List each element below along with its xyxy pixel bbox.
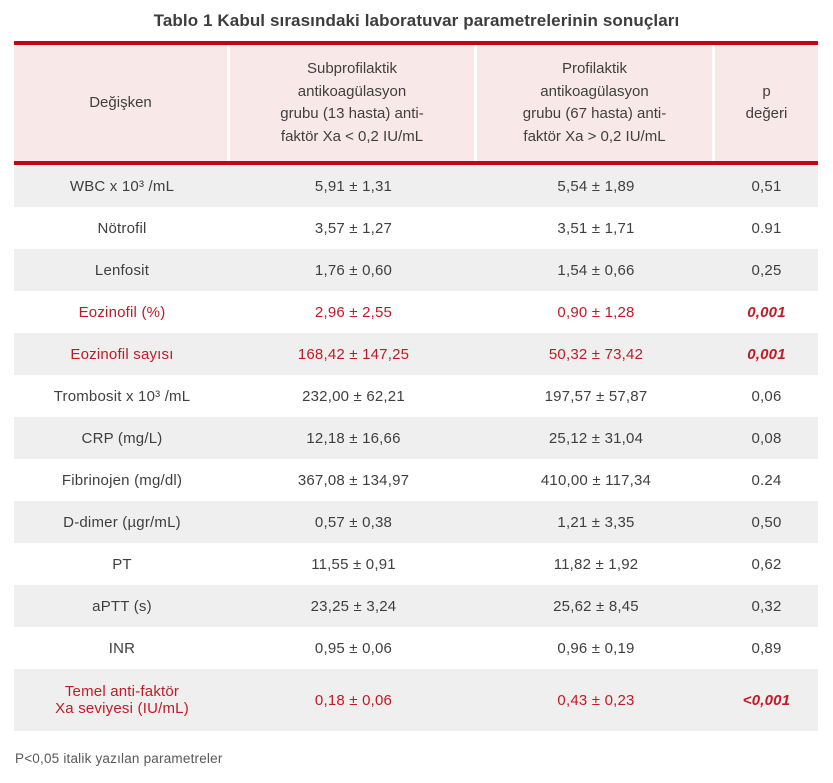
- p-value: 0.91: [751, 219, 782, 237]
- prophylactic-value: 1,54 ± 0,66: [557, 261, 635, 279]
- prophylactic-value: 0,96 ± 0,19: [557, 639, 635, 657]
- lab-results-table: Değişken Subprofilaktik antikoagülasyon …: [14, 41, 818, 731]
- p-value: 0,89: [751, 639, 782, 657]
- p-value: 0,50: [751, 513, 782, 531]
- table-footnote: P<0,05 italik yazılan parametreler: [15, 751, 223, 766]
- table-row-trombosit: Trombosit x 10³ /mL 232,00 ± 62,21 197,5…: [14, 375, 818, 417]
- prophylactic-value: 0,43 ± 0,23: [557, 691, 635, 709]
- subprophylactic-value: 168,42 ± 147,25: [297, 345, 410, 363]
- table-body: WBC x 10³ /mL 5,91 ± 1,31 5,54 ± 1,89 0,…: [14, 165, 818, 731]
- row-label: CRP (mg/L): [81, 429, 163, 447]
- prophylactic-value: 5,54 ± 1,89: [557, 177, 635, 195]
- row-label: WBC x 10³ /mL: [69, 177, 175, 195]
- table-row-lenfosit: Lenfosit 1,76 ± 0,60 1,54 ± 0,66 0,25: [14, 249, 818, 291]
- row-label: INR: [108, 639, 136, 657]
- prophylactic-value: 3,51 ± 1,71: [557, 219, 635, 237]
- table-row-fibrinojen: Fibrinojen (mg/dl) 367,08 ± 134,97 410,0…: [14, 459, 818, 501]
- subprophylactic-value: 2,96 ± 2,55: [314, 303, 393, 321]
- row-label: Trombosit x 10³ /mL: [53, 387, 191, 405]
- p-value: 0,06: [751, 387, 782, 405]
- table-row-anti-faktor-xa: Temel anti-faktör Xa seviyesi (IU/mL) 0,…: [14, 669, 818, 731]
- header-p-value: p değeri: [745, 82, 788, 123]
- table-top-border: [14, 41, 818, 45]
- prophylactic-value: 25,62 ± 8,45: [553, 597, 639, 615]
- subprophylactic-value: 12,18 ± 16,66: [306, 429, 401, 447]
- header-subprophylactic-group: Subprofilaktik antikoagülasyon grubu (13…: [230, 45, 477, 161]
- p-value: 0,32: [751, 597, 782, 615]
- table-row-aptt: aPTT (s) 23,25 ± 3,24 25,62 ± 8,45 0,32: [14, 585, 818, 627]
- row-label: Temel anti-faktör Xa seviyesi (IU/mL): [55, 683, 189, 717]
- subprophylactic-value: 367,08 ± 134,97: [297, 471, 410, 489]
- p-value: 0,001: [747, 345, 786, 363]
- subprophylactic-value: 0,95 ± 0,06: [314, 639, 393, 657]
- table-row-notrofil: Nötrofil 3,57 ± 1,27 3,51 ± 1,71 0.91: [14, 207, 818, 249]
- p-value: 0,001: [747, 303, 786, 321]
- prophylactic-value: 11,82 ± 1,92: [553, 555, 639, 573]
- p-value: 0,08: [751, 429, 782, 447]
- prophylactic-value: 197,57 ± 57,87: [544, 387, 648, 405]
- table-row-eozinofil-pct: Eozinofil (%) 2,96 ± 2,55 0,90 ± 1,28 0,…: [14, 291, 818, 333]
- p-value: <0,001: [742, 691, 791, 709]
- prophylactic-value: 1,21 ± 3,35: [557, 513, 635, 531]
- row-label: aPTT (s): [92, 597, 152, 615]
- row-label: PT: [112, 555, 132, 573]
- p-value: 0,62: [751, 555, 782, 573]
- subprophylactic-value: 3,57 ± 1,27: [314, 219, 393, 237]
- table-row-eozinofil-sayisi: Eozinofil sayısı 168,42 ± 147,25 50,32 ±…: [14, 333, 818, 375]
- row-label: Nötrofil: [97, 219, 147, 237]
- p-value: 0.24: [751, 471, 782, 489]
- subprophylactic-value: 11,55 ± 0,91: [311, 555, 396, 573]
- table-row-crp: CRP (mg/L) 12,18 ± 16,66 25,12 ± 31,04 0…: [14, 417, 818, 459]
- p-value: 0,51: [751, 177, 782, 195]
- subprophylactic-value: 0,57 ± 0,38: [314, 513, 393, 531]
- subprophylactic-value: 0,18 ± 0,06: [314, 691, 393, 709]
- subprophylactic-value: 5,91 ± 1,31: [314, 177, 393, 195]
- table-header-row: Değişken Subprofilaktik antikoagülasyon …: [14, 45, 818, 161]
- header-prophylactic-group: Profilaktik antikoagülasyon grubu (67 ha…: [477, 45, 715, 161]
- subprophylactic-value: 232,00 ± 62,21: [302, 387, 405, 405]
- prophylactic-value: 50,32 ± 73,42: [548, 345, 644, 363]
- subprophylactic-value: 23,25 ± 3,24: [310, 597, 397, 615]
- row-label: Fibrinojen (mg/dl): [61, 471, 183, 489]
- table-row-inr: INR 0,95 ± 0,06 0,96 ± 0,19 0,89: [14, 627, 818, 669]
- table-row-pt: PT 11,55 ± 0,91 11,82 ± 1,92 0,62: [14, 543, 818, 585]
- prophylactic-value: 0,90 ± 1,28: [557, 303, 635, 321]
- prophylactic-value: 410,00 ± 117,34: [540, 471, 652, 489]
- row-label: Lenfosit: [94, 261, 150, 279]
- row-label: Eozinofil (%): [78, 303, 166, 321]
- subprophylactic-value: 1,76 ± 0,60: [314, 261, 393, 279]
- table-title: Tablo 1 Kabul sırasındaki laboratuvar pa…: [153, 11, 680, 30]
- header-variable: Değişken: [14, 45, 230, 161]
- prophylactic-value: 25,12 ± 31,04: [548, 429, 644, 447]
- p-value: 0,25: [751, 261, 782, 279]
- table-row-ddimer: D-dimer (µgr/mL) 0,57 ± 0,38 1,21 ± 3,35…: [14, 501, 818, 543]
- row-label: Eozinofil sayısı: [70, 345, 174, 363]
- row-label: D-dimer (µgr/mL): [63, 513, 181, 531]
- header-bottom-border: [14, 161, 818, 165]
- table-row-wbc: WBC x 10³ /mL 5,91 ± 1,31 5,54 ± 1,89 0,…: [14, 165, 818, 207]
